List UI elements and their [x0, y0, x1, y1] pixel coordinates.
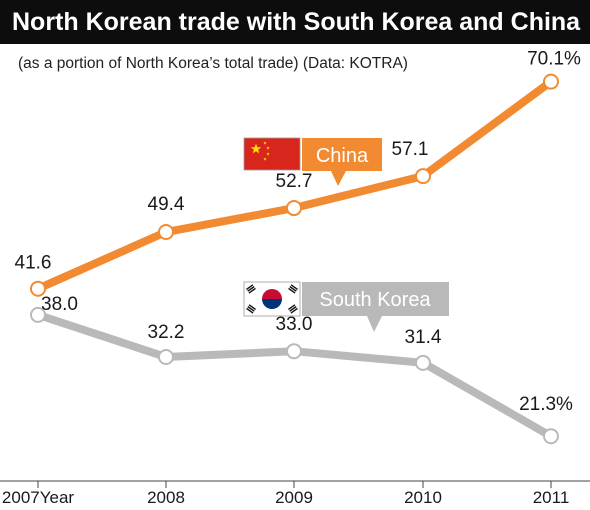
- china-data-point: [415, 168, 431, 185]
- flag-trigram-bar: [247, 286, 255, 292]
- x-tick-label: 2008: [147, 488, 185, 507]
- china-data-point: [158, 224, 174, 241]
- flag-trigram-bar: [289, 286, 297, 292]
- china-flag-small-star: [266, 152, 270, 156]
- china-flag-small-star: [266, 146, 270, 150]
- flag-trigram-bar: [248, 287, 256, 294]
- china-flag-small-star: [263, 141, 267, 145]
- flag-trigram-bar: [246, 307, 254, 314]
- south-korea-data-point: [30, 306, 46, 323]
- south-korea-data-label: 32.2: [148, 322, 185, 343]
- south-korea-legend-box: [302, 282, 449, 332]
- x-tick-label: 2007Year: [2, 488, 75, 507]
- flag-trigram-bar: [288, 304, 296, 310]
- flag-trigram-bar: [290, 284, 298, 290]
- south-korea-legend-label: South Korea: [319, 289, 431, 311]
- china-data-point: [30, 280, 46, 297]
- china-flag-big-star: [250, 143, 262, 154]
- south-korea-data-label: 21.3%: [519, 394, 573, 415]
- south-korea-data-label: 33.0: [276, 314, 313, 335]
- chart-subtitle: (as a portion of North Korea’s total tra…: [18, 55, 408, 72]
- south-korea-data-label: 38.0: [41, 294, 78, 315]
- china-legend-label: China: [316, 145, 369, 167]
- flag-trigram-bar: [246, 284, 254, 290]
- china-flag-small-star: [263, 157, 267, 161]
- flag-trigram-bar: [288, 287, 296, 294]
- china-data-point: [286, 200, 302, 217]
- china-data-label: 41.6: [15, 253, 52, 274]
- china-data-label: 49.4: [148, 194, 185, 215]
- south-korea-data-label: 31.4: [405, 327, 442, 348]
- flag-trigram-bar: [247, 306, 255, 312]
- south-korea-data-point: [158, 349, 174, 366]
- china-data-point: [543, 73, 559, 90]
- x-tick-label: 2010: [404, 488, 442, 507]
- flag-trigram-bar: [290, 307, 298, 314]
- south-korea-data-point: [415, 354, 431, 371]
- flag-taeguk-bottom: [262, 299, 282, 309]
- x-tick-label: 2009: [275, 488, 313, 507]
- china-data-label: 52.7: [276, 171, 313, 192]
- chart-title: North Korean trade with South Korea and …: [0, 0, 590, 44]
- china-legend-box: [302, 138, 382, 186]
- china-data-label: 70.1%: [527, 49, 581, 70]
- x-tick-label: 2011: [533, 488, 570, 507]
- china-flag-icon: [243, 137, 301, 171]
- flag-trigram-bar: [248, 304, 256, 310]
- flag-trigram-bar: [289, 306, 297, 312]
- south-korea-data-point: [286, 343, 302, 360]
- china-data-label: 57.1: [392, 139, 429, 160]
- flag-taeguk-top: [262, 289, 282, 299]
- legend-china: China: [243, 137, 382, 186]
- legend-south-korea: South Korea: [243, 281, 449, 332]
- south-korea-data-point: [543, 428, 559, 445]
